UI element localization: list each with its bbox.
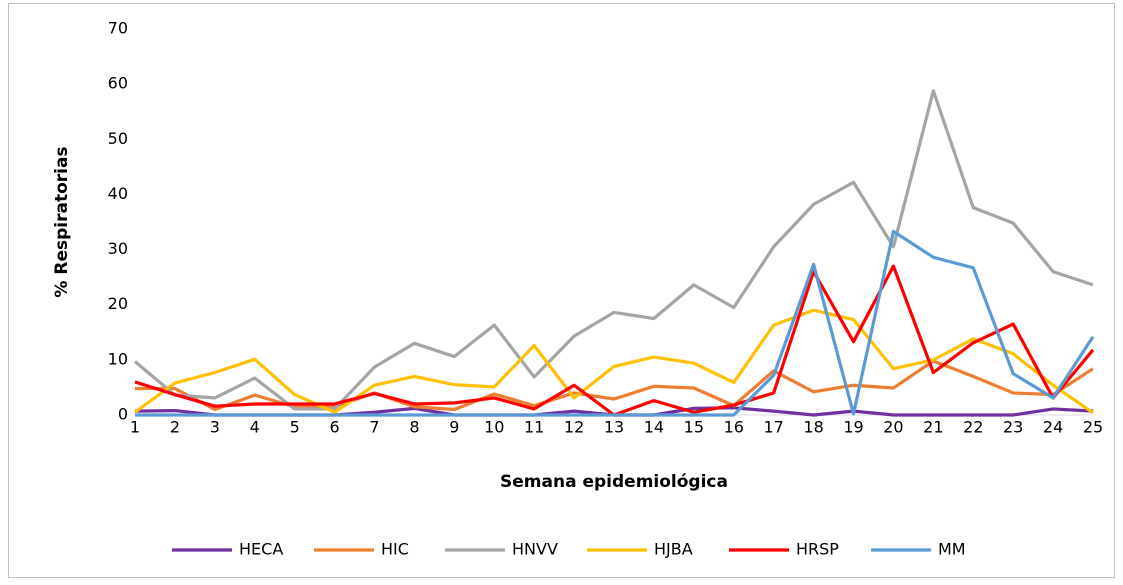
x-tick-label: 24 [1043, 418, 1063, 437]
x-tick-label: 12 [564, 418, 584, 437]
x-tick-label: 22 [963, 418, 983, 437]
legend-label: MM [938, 540, 966, 559]
legend-label: HNVV [512, 540, 558, 559]
x-tick-label: 13 [604, 418, 624, 437]
y-tick-label: 50 [108, 129, 128, 148]
x-tick-label: 10 [484, 418, 504, 437]
x-tick-label: 15 [684, 418, 704, 437]
y-tick-label: 0 [118, 405, 128, 424]
legend-label: HECA [239, 540, 283, 559]
x-tick-label: 20 [883, 418, 903, 437]
x-tick-label: 2 [170, 418, 180, 437]
x-tick-label: 5 [290, 418, 300, 437]
legend-label: HIC [381, 540, 409, 559]
x-tick-label: 19 [843, 418, 863, 437]
x-tick-label: 14 [644, 418, 664, 437]
x-tick-label: 8 [409, 418, 419, 437]
series-line [133, 89, 1094, 411]
y-tick-label: 40 [108, 184, 128, 203]
x-tick-label: 23 [1003, 418, 1023, 437]
x-tick-label: 17 [763, 418, 783, 437]
x-tick-label: 3 [210, 418, 220, 437]
y-tick-label: 10 [108, 349, 128, 368]
series-line [134, 308, 1094, 415]
y-tick-label: 20 [108, 294, 128, 313]
x-tick-label: 18 [803, 418, 823, 437]
x-tick-label: 16 [724, 418, 744, 437]
x-axis-title: Semana epidemiológica [500, 472, 728, 492]
y-axis-title: % Respiratorias [52, 146, 72, 297]
x-tick-label: 11 [524, 418, 544, 437]
x-tick-label: 6 [329, 418, 339, 437]
x-tick-label: 25 [1083, 418, 1103, 437]
y-tick-label: 60 [108, 74, 128, 93]
legend-label: HJBA [654, 540, 693, 559]
y-tick-label: 30 [108, 239, 128, 258]
legend-label: HRSP [796, 540, 839, 559]
y-tick-label: 70 [108, 19, 128, 38]
x-tick-label: 1 [130, 418, 140, 437]
x-tick-label: 21 [923, 418, 943, 437]
series-line [135, 229, 1095, 417]
x-tick-label: 9 [449, 418, 459, 437]
x-tick-label: 7 [369, 418, 379, 437]
x-tick-label: 4 [250, 418, 260, 437]
